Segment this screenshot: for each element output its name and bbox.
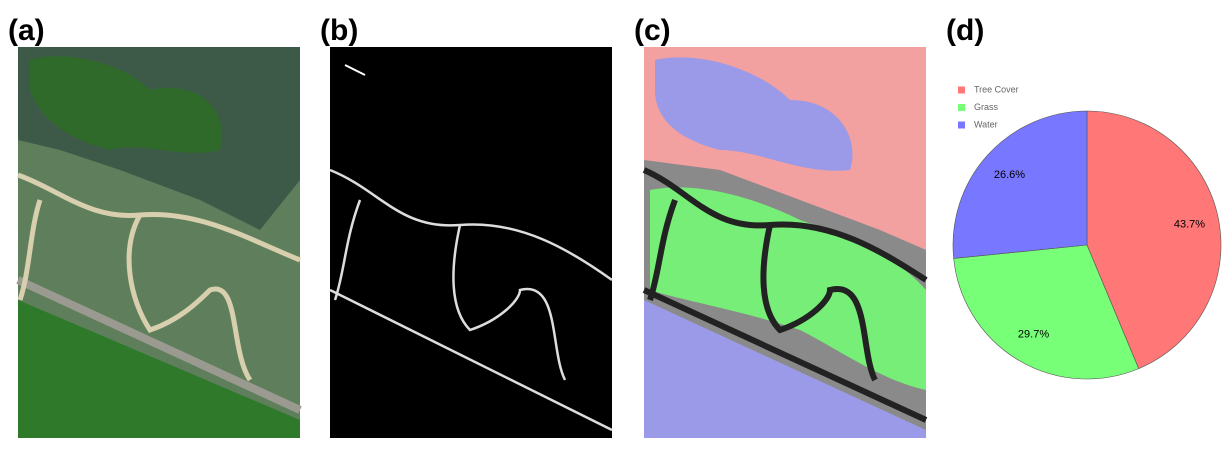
panel-label: (b) bbox=[320, 14, 358, 47]
legend-label: Water bbox=[974, 119, 998, 129]
panel-label: (d) bbox=[946, 14, 984, 47]
value-label: 29.7% bbox=[1018, 329, 1049, 341]
aerial-image bbox=[16, 47, 302, 438]
pie-slice bbox=[1086, 110, 1222, 370]
legend-label: Grass bbox=[974, 102, 999, 112]
segmentation-image bbox=[642, 47, 928, 438]
legend-swatch bbox=[958, 86, 965, 94]
legend-swatch bbox=[958, 121, 965, 129]
value-label: 43.7% bbox=[1174, 218, 1205, 230]
edge-image bbox=[329, 47, 613, 438]
value-label: 26.6% bbox=[994, 169, 1025, 181]
legend-label: Tree Cover bbox=[974, 84, 1019, 94]
pie-slice bbox=[952, 110, 1088, 259]
panel-label: (a) bbox=[8, 14, 45, 47]
pie-slice bbox=[953, 244, 1140, 380]
legend-swatch bbox=[958, 104, 965, 111]
panel-label: (c) bbox=[634, 14, 671, 47]
